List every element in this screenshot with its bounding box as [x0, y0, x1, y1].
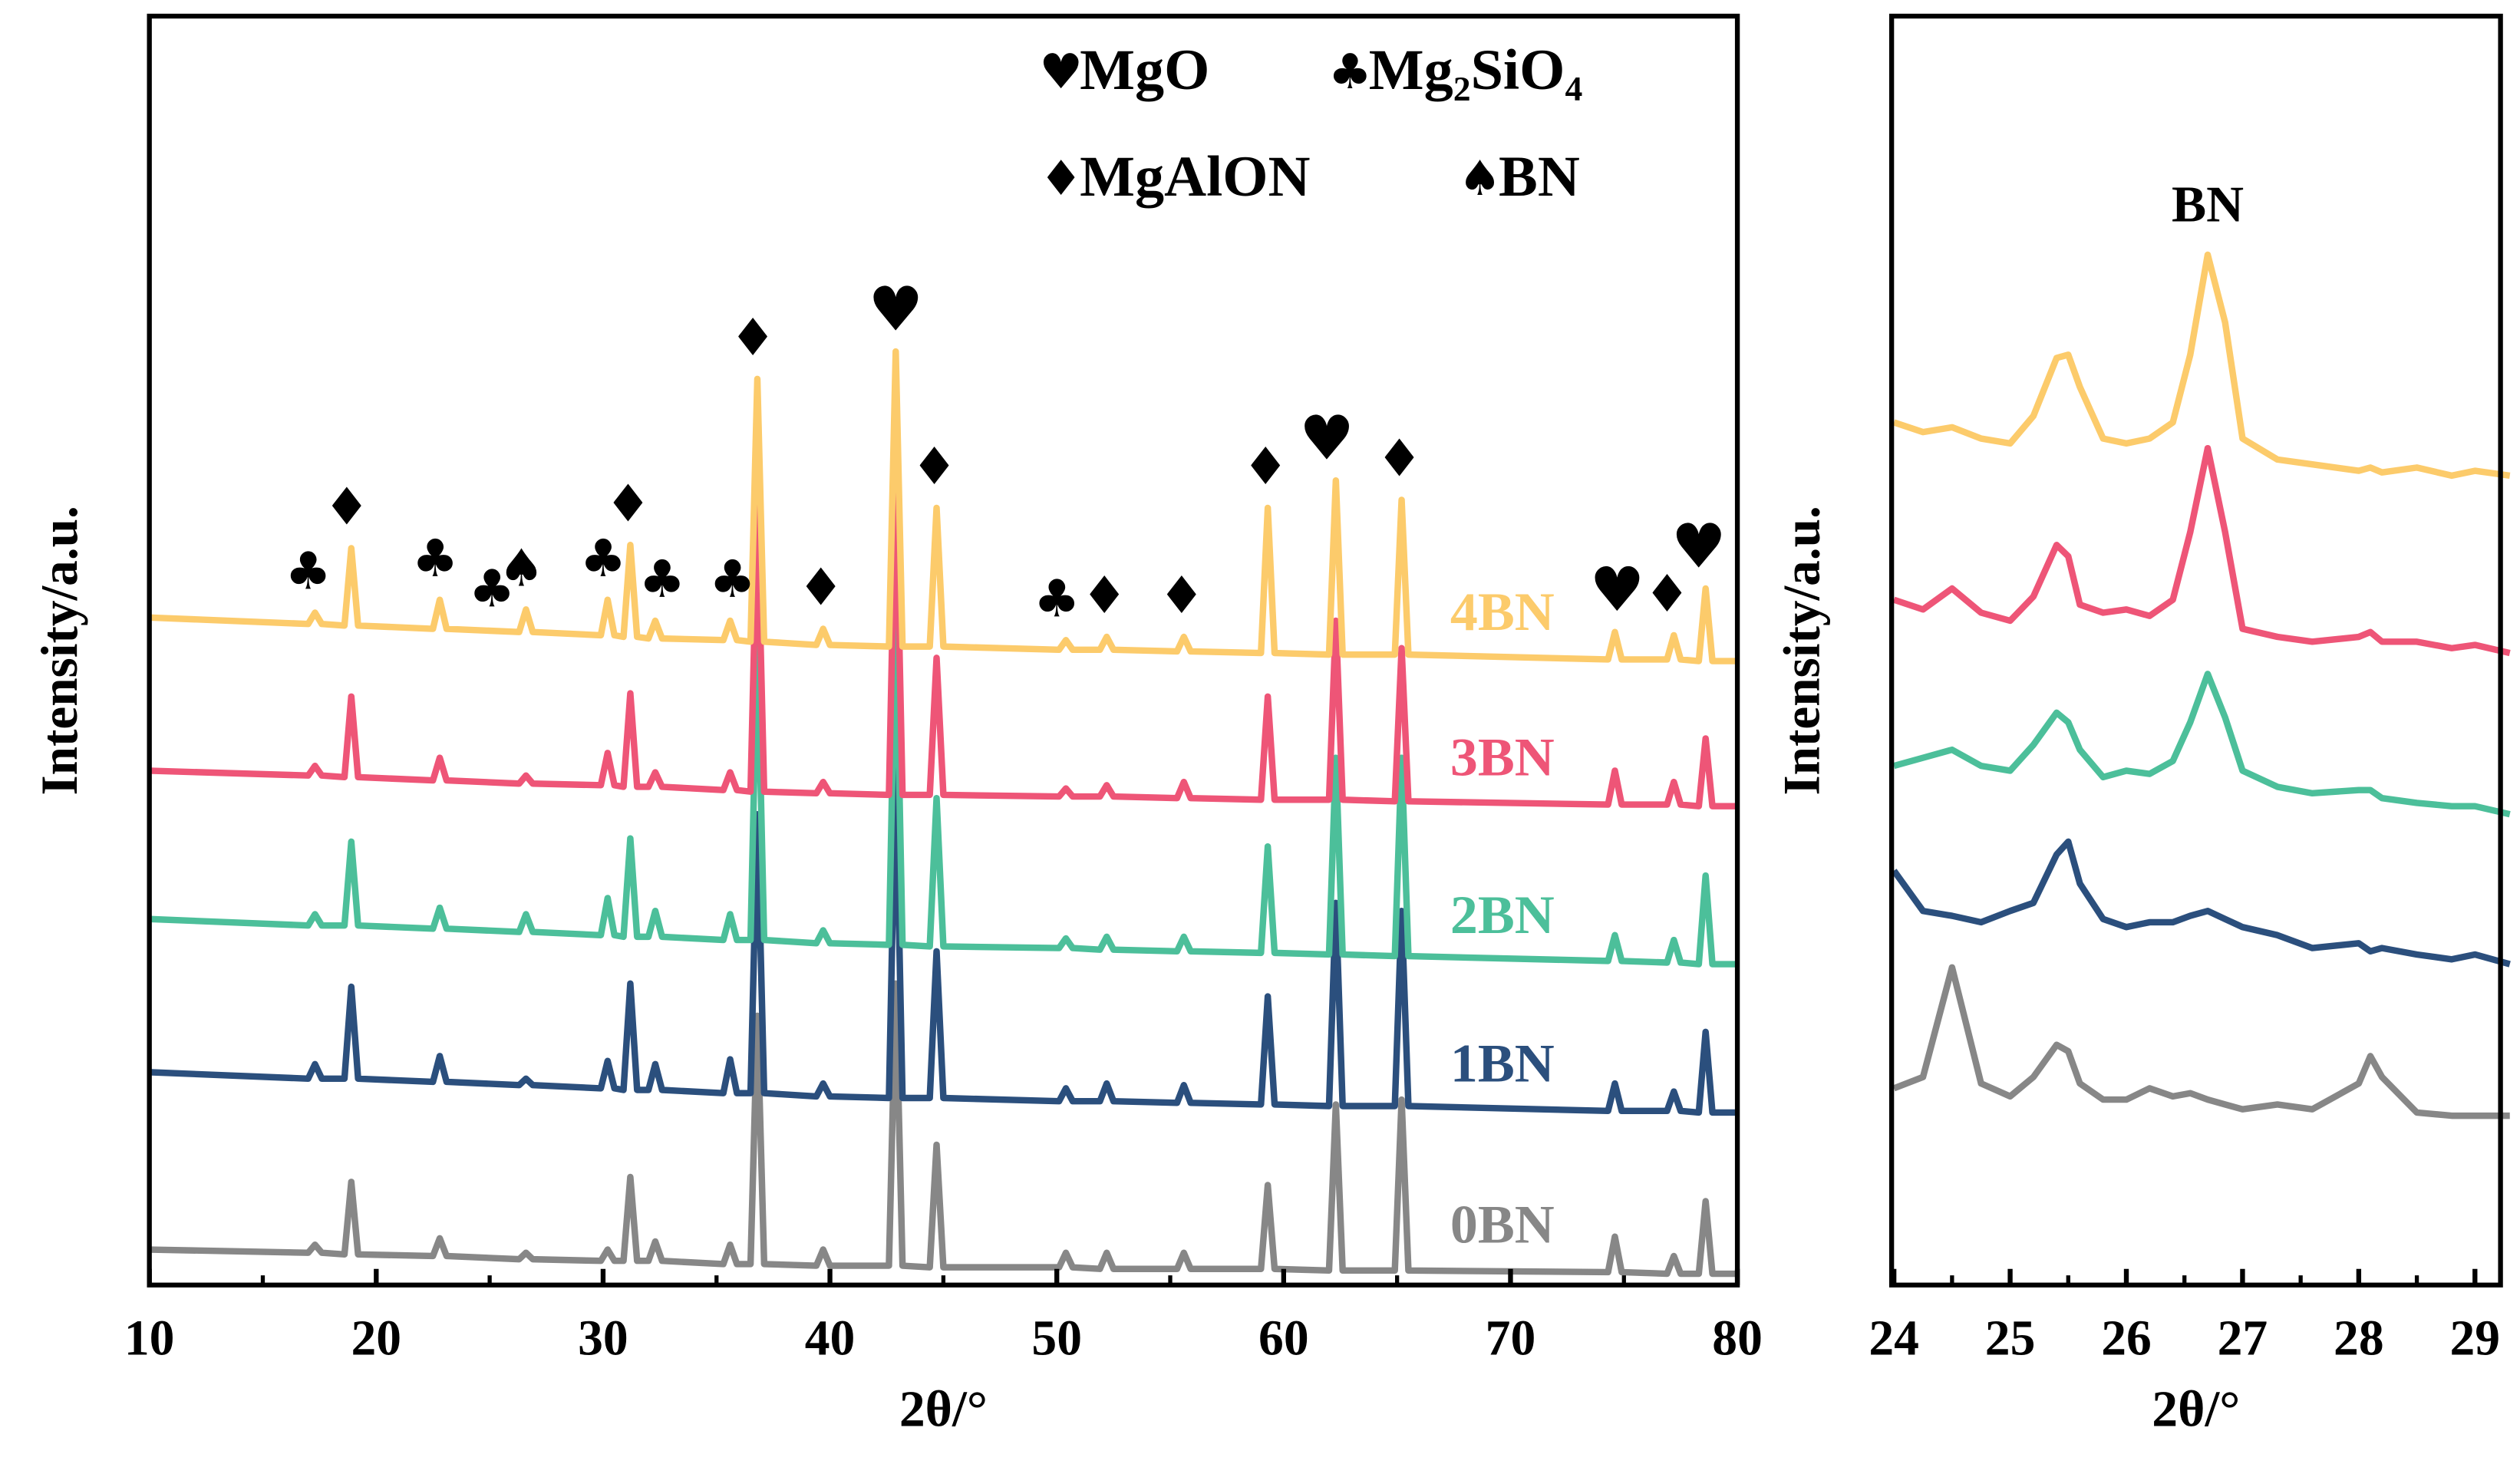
peak-marker: ♦: [1242, 436, 1289, 496]
legend-symbol: ♥: [1039, 43, 1083, 100]
series-line: [1893, 671, 2511, 818]
peak-marker: ♦: [605, 473, 651, 534]
y-axis-label: Intensity/a.u.: [1773, 506, 1830, 795]
legend-label: MgO: [1080, 38, 1209, 102]
legend-label: BN: [1499, 144, 1580, 209]
series-label: 2BN: [1450, 884, 1555, 945]
x-tick-label: 29: [2450, 1311, 2501, 1367]
x-tick-label: 20: [351, 1311, 402, 1367]
peak-marker: ♠: [498, 538, 545, 598]
legend-label: MgAlON: [1080, 144, 1310, 209]
series-line: [1892, 964, 2510, 1119]
series-line: [149, 980, 1738, 1278]
peak-marker: ♦: [324, 476, 371, 537]
series-label: 4BN: [1450, 581, 1555, 642]
peak-marker: ♦: [1081, 565, 1128, 625]
x-tick-label: 80: [1712, 1311, 1763, 1367]
x-tick-label: 10: [124, 1311, 175, 1367]
peak-marker: ♣: [580, 528, 627, 589]
peak-marker: ♥: [1299, 402, 1354, 474]
peak-marker: ♣: [469, 559, 516, 619]
peak-marker: ♥: [1671, 510, 1727, 582]
y-axis-label: Intensity/a.u.: [31, 506, 88, 795]
x-tick-label: 60: [1258, 1311, 1309, 1367]
plot-frame: [1888, 13, 2503, 1288]
x-axis-label: 2θ/°: [2152, 1380, 2240, 1437]
series-line: [149, 348, 1738, 664]
x-tick-label: 28: [2334, 1311, 2384, 1367]
peak-marker: ♥: [1589, 553, 1644, 625]
x-tick-label: 70: [1486, 1311, 1536, 1367]
legend-symbol: ♦: [1039, 150, 1083, 206]
peak-marker: ♦: [1158, 565, 1205, 625]
peak-marker: ♣: [638, 549, 685, 609]
legend-label: Mg₂SiO₄: [1369, 38, 1583, 102]
series-line: [1891, 838, 2511, 968]
legend-symbol: ♣: [1328, 43, 1372, 100]
peak-marker: ♣: [285, 541, 331, 602]
peak-marker: ♣: [709, 549, 756, 609]
peak-marker: ♦: [730, 307, 777, 368]
peak-marker: ♣: [412, 528, 459, 589]
x-tick-label: 30: [578, 1311, 628, 1367]
x-tick-label: 50: [1031, 1311, 1082, 1367]
x-tick-label: 40: [805, 1311, 856, 1367]
peak-marker: ♦: [1376, 428, 1423, 489]
peak-marker: ♦: [797, 557, 844, 618]
series-label: 0BN: [1450, 1194, 1555, 1255]
x-tick-label: 25: [1985, 1311, 2036, 1367]
series-line: [1892, 251, 2511, 480]
legend-symbol: ♠: [1458, 150, 1502, 206]
x-tick-label: 24: [1869, 1311, 1919, 1367]
annotation: BN: [2172, 176, 2244, 233]
series-label: 1BN: [1450, 1033, 1555, 1094]
x-tick-label: 26: [2101, 1311, 2152, 1367]
x-tick-label: 27: [2218, 1311, 2268, 1367]
series-label: 3BN: [1450, 727, 1555, 788]
series-line: [1892, 444, 2511, 657]
x-axis-label: 2θ/°: [899, 1380, 988, 1437]
peak-marker: ♥: [868, 273, 923, 345]
peak-marker: ♣: [1034, 569, 1080, 629]
peak-marker: ♦: [1644, 563, 1690, 624]
peak-marker: ♦: [911, 436, 958, 496]
